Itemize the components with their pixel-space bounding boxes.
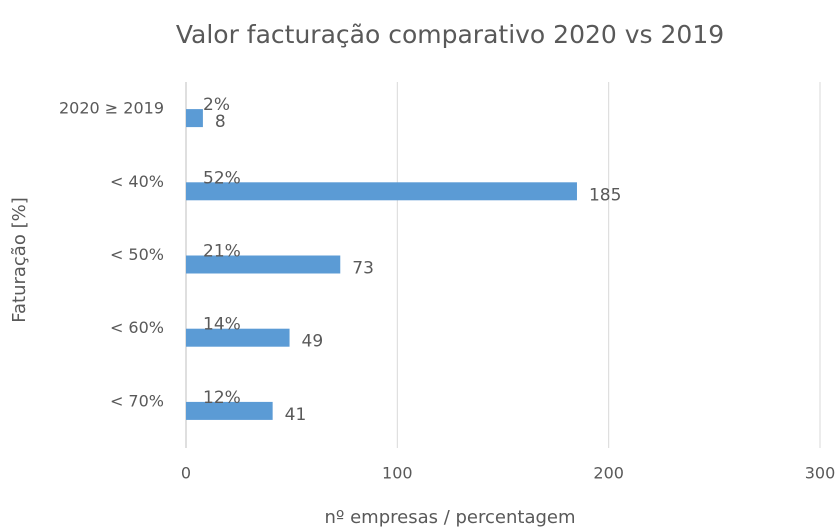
- x-axis-title: nº empresas / percentagem: [324, 507, 575, 528]
- percentage-label: 14%: [203, 315, 241, 335]
- value-label: 41: [285, 405, 307, 425]
- value-label: 185: [589, 185, 621, 205]
- percentage-label: 52%: [203, 168, 241, 188]
- value-label: 73: [352, 259, 374, 279]
- y-tick-label: < 40%: [110, 172, 164, 191]
- x-tick-label: 100: [382, 464, 413, 483]
- value-label: 49: [302, 332, 324, 352]
- y-tick-label: < 60%: [110, 318, 164, 337]
- chart-title: Valor facturação comparativo 2020 vs 201…: [176, 20, 724, 49]
- y-axis-title: Faturação [%]: [9, 197, 30, 322]
- bar: [186, 328, 290, 347]
- bar: [186, 401, 273, 420]
- y-tick-label: < 70%: [110, 391, 164, 410]
- bar: [186, 255, 341, 274]
- bar: [186, 182, 577, 201]
- x-tick-label: 300: [805, 464, 836, 483]
- percentage-label: 12%: [203, 388, 241, 408]
- value-label: 8: [215, 112, 226, 132]
- percentage-label: 2%: [203, 95, 230, 115]
- x-tick-label: 0: [181, 464, 191, 483]
- y-tick-label: < 50%: [110, 245, 164, 264]
- y-tick-label: 2020 ≥ 2019: [59, 99, 164, 118]
- bar: [186, 109, 203, 128]
- x-tick-label: 200: [593, 464, 624, 483]
- percentage-label: 21%: [203, 242, 241, 262]
